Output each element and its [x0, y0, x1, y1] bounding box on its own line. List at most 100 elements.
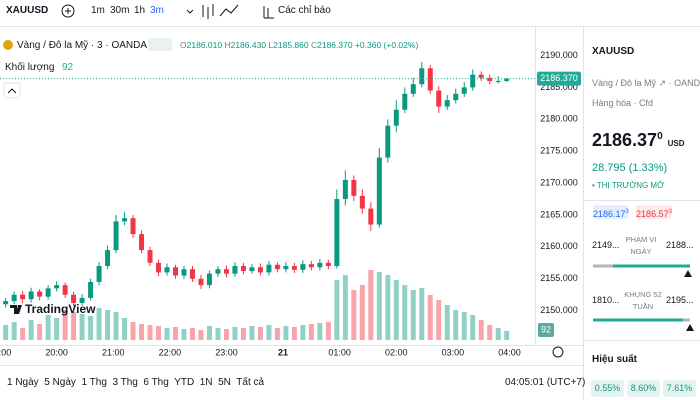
volume-bar — [79, 314, 85, 340]
ohlc-label: O — [180, 40, 187, 50]
candle-body — [487, 77, 493, 82]
candle-body — [351, 179, 357, 196]
symbol[interactable]: XAUUSD — [6, 5, 49, 16]
range-button[interactable]: 3 Thg — [112, 377, 138, 388]
candle-body — [402, 93, 408, 110]
candle-body — [206, 273, 212, 286]
volume-bar — [96, 308, 102, 340]
volume-bar — [206, 326, 212, 340]
range-button[interactable]: 1 Ngày — [7, 377, 39, 388]
last-price-box — [537, 71, 581, 86]
volume-bar — [274, 328, 280, 340]
candle-body — [419, 68, 425, 85]
candle-body — [470, 74, 476, 88]
volume-bar — [283, 326, 289, 340]
volume-bar — [215, 328, 221, 340]
range-button[interactable]: 5N — [218, 377, 231, 388]
watermark: TradingView — [25, 302, 96, 316]
ohlc-value: 2186.370 — [317, 40, 353, 50]
currency: USD — [667, 139, 685, 148]
candle-body — [266, 264, 272, 273]
candle-body — [427, 68, 433, 91]
range-button[interactable]: Tất cả — [236, 377, 265, 388]
panel-symbol: XAUUSD — [592, 46, 635, 57]
range-marker — [684, 270, 692, 277]
add-symbol[interactable] — [61, 4, 75, 18]
performance: 8.60% — [627, 380, 660, 397]
x-tick-label: 04:00 — [498, 347, 521, 357]
volume-bar — [359, 285, 365, 340]
volume-bar — [487, 325, 493, 340]
y-tick-label: 2170.000 — [540, 177, 578, 187]
range-button[interactable]: 6 Thg — [143, 377, 169, 388]
indicators[interactable]: Các chỉ báo — [278, 5, 331, 16]
x-tick-label: 03:00 — [442, 347, 465, 357]
interval[interactable]: 1h — [134, 5, 146, 16]
indicator-icon[interactable] — [263, 6, 274, 19]
panel-change: 28.795 (1.33%) — [592, 162, 668, 174]
volume-bar — [37, 324, 43, 340]
x-tick-label: 02:00 — [385, 347, 408, 357]
y-tick-label: 2155.000 — [540, 273, 578, 283]
volume-name: Khối lượng — [5, 62, 55, 73]
settings-icon[interactable] — [552, 346, 564, 358]
volume-bar — [54, 318, 60, 340]
ohlc-value: 2186.430 — [230, 40, 267, 50]
candle-body — [139, 234, 145, 251]
candle-body — [249, 267, 255, 272]
range-button[interactable]: 5 Ngày — [44, 377, 76, 388]
volume-bar — [189, 328, 195, 340]
candle-body — [122, 218, 128, 222]
candle-body — [215, 269, 221, 274]
ask: 2186.573 — [636, 205, 672, 219]
y-tick-label: 2160.000 — [540, 241, 578, 251]
y-tick-label: 2150.000 — [540, 305, 578, 315]
bars-icon[interactable] — [202, 4, 214, 19]
chevron[interactable] — [186, 9, 194, 14]
candle-body — [156, 262, 162, 273]
y-tick-label: 2190.000 — [540, 50, 578, 60]
candle-body — [495, 80, 501, 82]
ohlc: O2186.010 H2186.430 L2185.860 C2186.370 … — [180, 40, 418, 50]
y-tick-label: 2185.000 — [540, 82, 578, 92]
x-tick-label: 19:00 — [0, 347, 11, 357]
volume-bar — [223, 329, 229, 340]
volume-bar — [453, 310, 459, 340]
interval[interactable]: 1m — [91, 5, 105, 16]
candle-body — [147, 250, 153, 263]
exchange: OANDA — [674, 78, 700, 88]
volume-bar — [419, 288, 425, 340]
candle-body — [198, 278, 204, 286]
volume-bar — [3, 325, 9, 340]
candle-body — [504, 78, 510, 81]
candle-body — [11, 294, 17, 302]
volume-bar — [71, 312, 77, 340]
volume-bar — [410, 290, 416, 340]
volume-bar — [385, 275, 391, 340]
area-icon[interactable] — [219, 4, 239, 17]
candle-body — [453, 93, 459, 101]
x-tick-label: 22:00 — [159, 347, 182, 357]
candle-body — [359, 195, 365, 209]
interval-active[interactable]: 3m — [150, 5, 164, 16]
candle-body — [88, 281, 94, 298]
collapse-button[interactable] — [3, 82, 21, 99]
candle-body — [54, 285, 60, 289]
volume-bar — [317, 323, 323, 340]
interval[interactable]: 30m — [110, 5, 130, 16]
volume-value-label: 92 — [541, 324, 551, 334]
range-low: 2149... — [592, 240, 620, 250]
volume-bar — [402, 285, 408, 340]
range-button[interactable]: 1N — [199, 377, 213, 388]
range-button[interactable]: 1 Thg — [81, 377, 107, 388]
volume-bar — [198, 330, 204, 340]
volume-bar — [478, 320, 484, 340]
range-button[interactable]: YTD — [174, 377, 195, 388]
range-label: KHUNG 52 TUẦN — [624, 290, 662, 311]
volume-bar — [470, 315, 476, 340]
volume-bar — [122, 318, 128, 340]
volume-bar — [351, 290, 357, 340]
volume-bar — [368, 270, 374, 340]
volume-bar — [300, 325, 306, 340]
eye-toggle[interactable] — [148, 38, 172, 51]
